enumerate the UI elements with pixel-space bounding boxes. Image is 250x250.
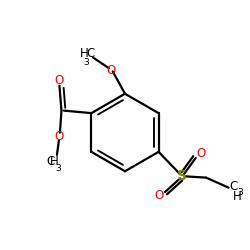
Text: 3: 3 [55, 164, 61, 173]
Text: H: H [80, 47, 88, 60]
Text: C: C [229, 180, 237, 194]
Text: H: H [233, 190, 241, 202]
Text: S: S [177, 170, 187, 183]
Text: 3: 3 [83, 58, 89, 67]
Text: H: H [50, 155, 59, 168]
Text: C: C [46, 155, 55, 168]
Text: O: O [106, 64, 116, 76]
Text: 3: 3 [237, 188, 242, 198]
Text: O: O [55, 130, 64, 143]
Text: C: C [87, 47, 95, 60]
Text: O: O [196, 147, 205, 160]
Text: O: O [55, 74, 64, 87]
Text: O: O [154, 189, 164, 202]
